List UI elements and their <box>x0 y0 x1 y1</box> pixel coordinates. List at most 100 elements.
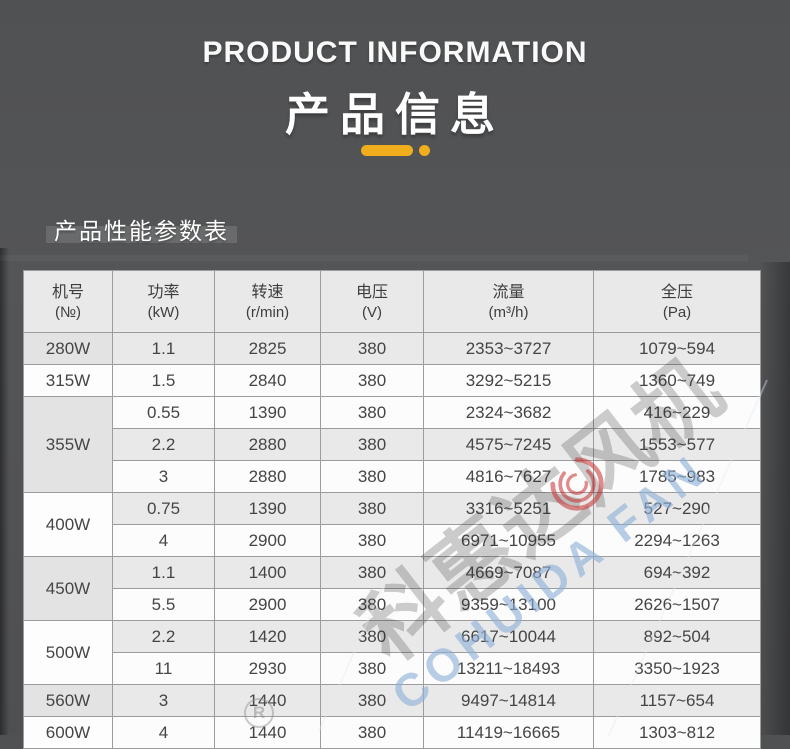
cell-power: 1.1 <box>112 556 215 589</box>
cell-flow: 2353~3727 <box>423 332 594 365</box>
table-row: 3 2880 380 4816~7627 1785~983 <box>24 460 761 493</box>
cell-machine-no: 400W <box>23 492 113 557</box>
col-header-unit: (m³/h) <box>488 303 529 321</box>
cell-speed: 2900 <box>214 524 321 557</box>
cell-power: 0.55 <box>112 396 215 429</box>
cell-flow: 3292~5215 <box>423 364 594 397</box>
cell-power: 5.5 <box>112 588 215 621</box>
cell-flow: 11419~16665 <box>423 716 594 749</box>
cell-flow: 3316~5251 <box>423 492 594 525</box>
cell-pressure: 2626~1507 <box>593 588 761 621</box>
cell-speed: 1390 <box>214 492 321 525</box>
col-header-text: 电压 <box>355 283 388 301</box>
cell-voltage: 380 <box>320 332 424 365</box>
cell-flow: 13211~18493 <box>423 652 594 685</box>
cell-power: 11 <box>112 652 215 685</box>
section-underglow <box>0 255 748 261</box>
page-title-zh: 产品信息 <box>284 89 505 140</box>
col-header-machine-no: 机号 (№) <box>23 270 113 333</box>
cell-flow: 4669~7087 <box>423 556 594 589</box>
col-header-unit: (№) <box>54 303 82 321</box>
cell-voltage: 380 <box>320 684 424 717</box>
cell-voltage: 380 <box>320 716 424 749</box>
cell-speed: 2840 <box>214 364 321 397</box>
table-row: 400W 0.75 1390 380 3316~5251 527~290 <box>23 492 761 557</box>
cell-speed: 2900 <box>214 588 321 621</box>
col-header-text: 转速 <box>251 283 284 301</box>
table-row: 11 2930 380 13211~18493 3350~1923 <box>24 652 761 685</box>
cell-machine-no: 560W <box>23 684 113 717</box>
cell-pressure: 3350~1923 <box>593 652 761 685</box>
cell-voltage: 380 <box>320 460 424 493</box>
cell-flow: 6971~10955 <box>423 524 594 557</box>
cell-speed: 2880 <box>214 460 321 493</box>
table-row: 355W 0.55 1390 380 2324~3682 416~229 <box>23 396 761 493</box>
cell-flow: 4816~7627 <box>423 460 594 493</box>
cell-flow: 4575~7245 <box>423 428 594 461</box>
cell-pressure: 1360~749 <box>593 364 761 397</box>
col-header-power: 功率 (kW) <box>112 270 215 333</box>
table-row: 280W 1.1 2825 380 2353~3727 1079~594 <box>23 332 761 365</box>
cell-voltage: 380 <box>320 492 424 525</box>
cell-voltage: 380 <box>320 588 424 621</box>
col-header-text: 功率 <box>147 283 180 301</box>
table-row: 600W 4 1440 380 11419~16665 1303~812 <box>23 716 761 749</box>
cell-speed: 2880 <box>214 428 321 461</box>
col-header-unit: (V) <box>362 303 382 321</box>
cell-flow: 9497~14814 <box>423 684 594 717</box>
accent-divider <box>0 144 790 156</box>
cell-pressure: 416~229 <box>593 396 761 429</box>
cell-power: 2.2 <box>112 620 215 653</box>
cell-flow: 9359~13100 <box>423 588 594 621</box>
cell-power: 1.5 <box>112 364 215 397</box>
header-row: 机号 (№) 功率 (kW) 转速 (r/min) 电压 (V) 流量 (m³/h) 全压… <box>23 270 761 333</box>
cell-power: 0.75 <box>112 492 215 525</box>
accent-dot <box>418 144 430 156</box>
cell-voltage: 380 <box>320 652 424 685</box>
col-header-speed: 转速 (r/min) <box>214 270 321 333</box>
cell-pressure: 2294~1263 <box>593 524 761 557</box>
cell-flow: 2324~3682 <box>423 396 594 429</box>
table-row: 500W 2.2 1420 380 6617~10044 892~504 <box>23 620 761 685</box>
cell-power: 4 <box>112 524 215 557</box>
cell-pressure: 1079~594 <box>593 332 761 365</box>
cell-pressure: 694~392 <box>593 556 761 589</box>
cell-flow: 6617~10044 <box>423 620 594 653</box>
cell-voltage: 380 <box>320 396 424 429</box>
table-row: 4 2900 380 6971~10955 2294~1263 <box>24 524 761 557</box>
cell-voltage: 380 <box>320 428 424 461</box>
cell-voltage: 380 <box>320 620 424 653</box>
cell-pressure: 527~290 <box>593 492 761 525</box>
cell-power: 1.1 <box>112 332 215 365</box>
cell-speed: 1440 <box>214 684 321 717</box>
table-row: 450W 1.1 1400 380 4669~7087 694~392 <box>23 556 761 621</box>
cell-voltage: 380 <box>320 364 424 397</box>
table-row: 2.2 2880 380 4575~7245 1553~577 <box>24 428 761 461</box>
col-header-text: 流量 <box>492 283 525 301</box>
col-header-unit: (Pa) <box>662 303 692 321</box>
table-row: 315W 1.5 2840 380 3292~5215 1360~749 <box>23 364 761 397</box>
cell-machine-no: 315W <box>23 364 113 397</box>
col-header-voltage: 电压 (V) <box>320 270 424 333</box>
section-label: 产品性能参数表 <box>54 218 229 244</box>
cell-speed: 1390 <box>214 396 321 429</box>
cell-voltage: 380 <box>320 524 424 557</box>
table-row: 5.5 2900 380 9359~13100 2626~1507 <box>24 588 761 621</box>
cell-pressure: 1303~812 <box>593 716 761 749</box>
section-label-box <box>46 226 237 243</box>
spec-table: 机号 (№) 功率 (kW) 转速 (r/min) 电压 (V) 流量 (m³/h) 全压… <box>23 270 761 749</box>
cell-speed: 1400 <box>214 556 321 589</box>
cell-machine-no: 280W <box>23 332 113 365</box>
cell-power: 3 <box>112 684 215 717</box>
cell-voltage: 380 <box>320 556 424 589</box>
cell-machine-no: 600W <box>23 716 113 749</box>
cell-machine-no: 355W <box>23 396 113 493</box>
accent-bar <box>360 144 413 156</box>
cell-power: 3 <box>112 460 215 493</box>
page-title-en: PRODUCT INFORMATION <box>202 36 588 69</box>
cell-power: 2.2 <box>112 428 215 461</box>
table-row: 560W 3 1440 380 9497~14814 1157~654 <box>23 684 761 717</box>
cell-speed: 2930 <box>214 652 321 685</box>
col-header-pressure: 全压 (Pa) <box>593 270 761 333</box>
